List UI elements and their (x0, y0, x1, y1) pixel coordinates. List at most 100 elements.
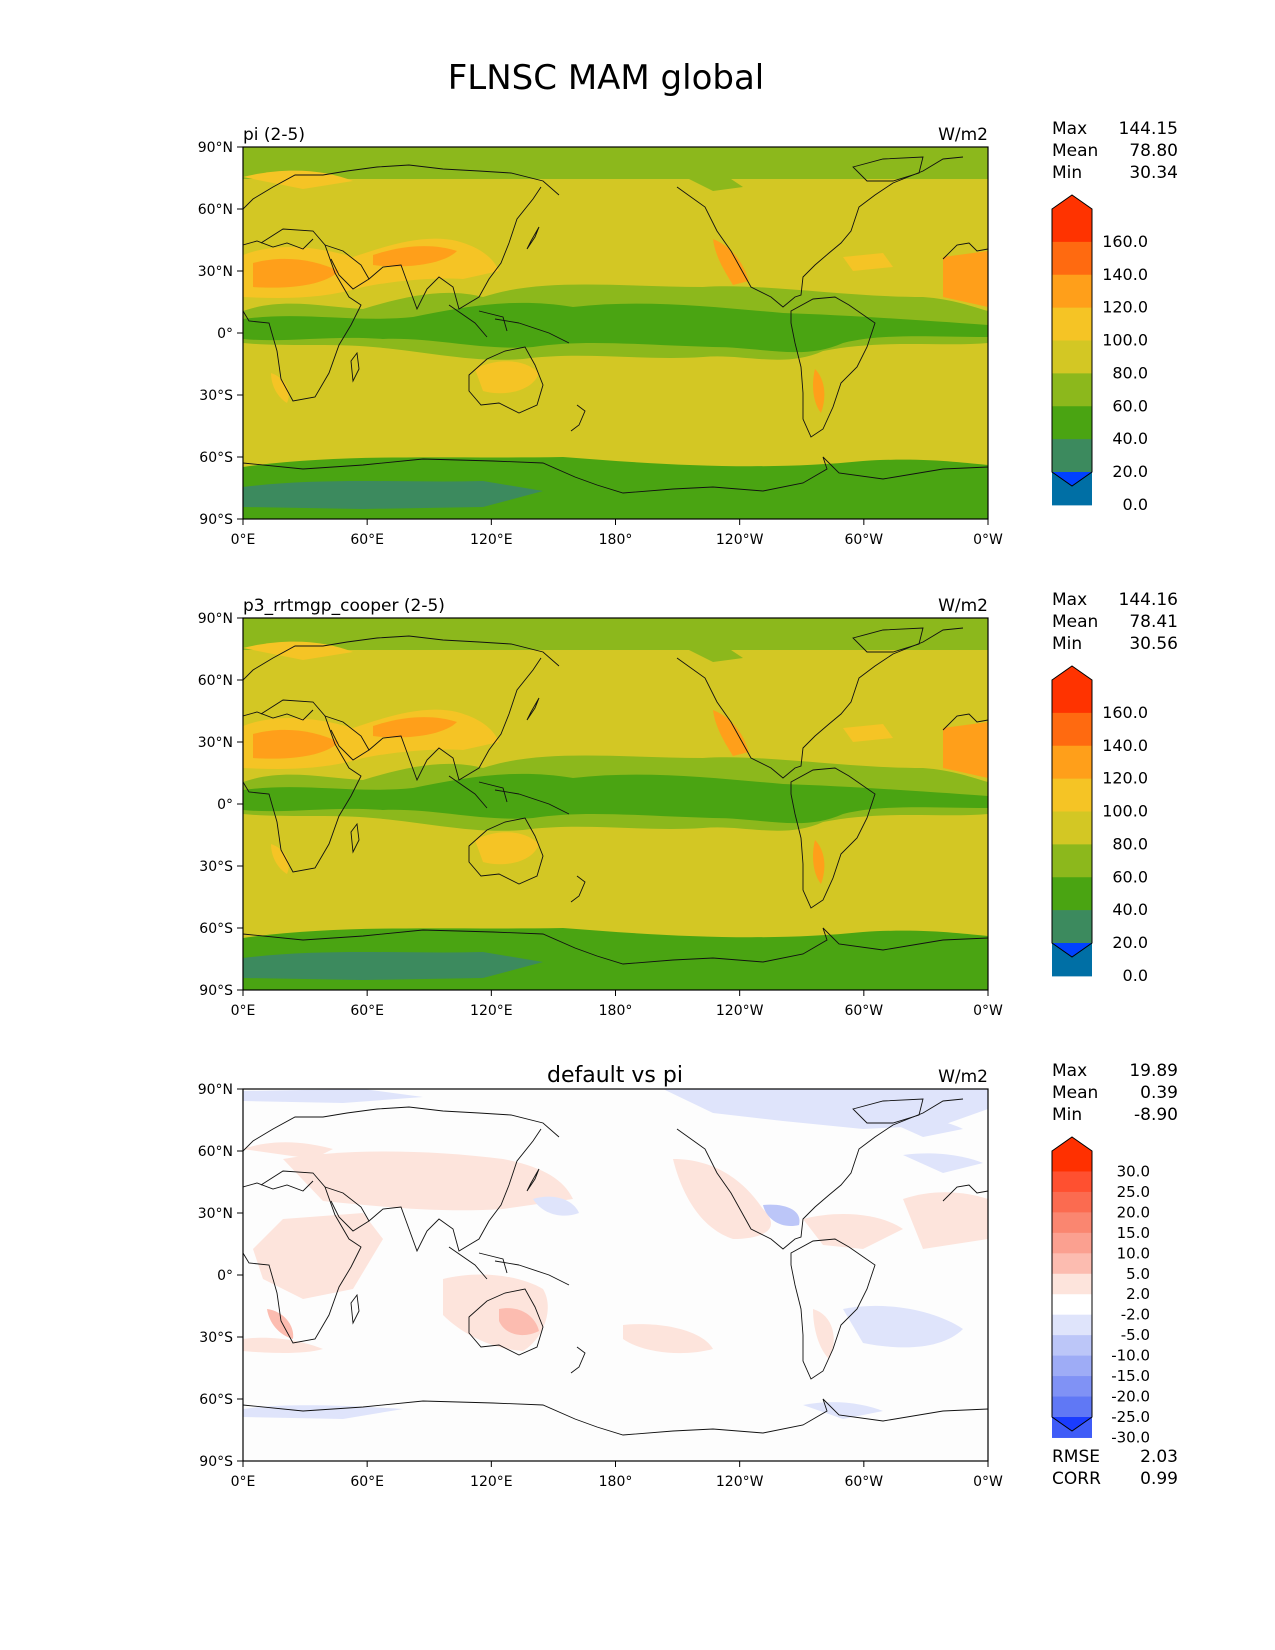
colorbar-bin (1052, 943, 1092, 957)
lon-tick-label: 0°E (231, 1003, 256, 1019)
panel-left-title: pi (2-5) (243, 125, 305, 145)
colorbar-label: 60.0 (1112, 867, 1148, 886)
lat-tick-label: 90°S (199, 1454, 233, 1470)
colorbar-bin (1052, 307, 1092, 341)
lat-tick-label: 0° (217, 797, 233, 813)
stat-min-value: -8.90 (1134, 1105, 1178, 1125)
stat-min-label: Min (1052, 634, 1082, 654)
colorbar-label: -30.0 (1111, 1428, 1150, 1446)
lon-tick-label: 120°E (470, 532, 513, 548)
lat-tick-label: 60°N (198, 673, 233, 689)
colorbar-label: 140.0 (1102, 265, 1148, 284)
lon-tick-label: 0°W (973, 532, 1003, 548)
lat-tick-label: 90°S (199, 983, 233, 999)
lon-tick-label: 120°W (716, 1003, 764, 1019)
colorbar-label: 120.0 (1102, 769, 1148, 788)
lon-tick-label: 60°E (350, 532, 384, 548)
lat-tick-label: 90°S (199, 512, 233, 528)
colorbar-bin (1052, 778, 1092, 812)
panel-units: W/m2 (938, 125, 988, 145)
stat-mean-value: 78.41 (1129, 612, 1178, 632)
lon-tick-label: 60°E (350, 1003, 384, 1019)
colorbar-label: 20.0 (1112, 933, 1148, 952)
colorbar-bin (1052, 712, 1092, 747)
lon-tick-label: 0°W (973, 1003, 1003, 1019)
colorbar-bin (1052, 680, 1092, 714)
lat-tick-label: 30°N (198, 735, 233, 751)
stat-mean-value: 78.80 (1129, 141, 1178, 161)
lon-axis: 0°E 60°E 120°E 180° 120°W 60°W 0°W (231, 519, 1003, 548)
colorbar-bin (1052, 745, 1092, 780)
lon-tick-label: 60°W (844, 1003, 883, 1019)
lon-axis: 0°E 60°E 120°E 180° 120°W 60°W 0°W (231, 990, 1003, 1019)
corr-label: CORR (1052, 1469, 1101, 1489)
colorbar-bin (1052, 439, 1092, 473)
panel-left-title: p3_rrtmgp_cooper (2-5) (243, 596, 445, 616)
colorbar-label: 2.0 (1126, 1285, 1150, 1303)
colorbar-bin (1052, 1253, 1092, 1275)
map-panel-3: 90°N 60°N 30°N 0° 30°S 60°S 90°S 0°E 60°E 120°E 1… (198, 1082, 1003, 1490)
colorbar-bin (1052, 1376, 1092, 1398)
colorbar: 30.0 25.0 20.0 15.0 10.0 5.0 2.0 -2.0 -5.0 -10.0 -… (1051, 1136, 1150, 1446)
lon-tick-label: 180° (599, 1003, 633, 1019)
lat-tick-label: 90°N (198, 1082, 233, 1098)
colorbar-bin (1052, 910, 1092, 944)
contour-field (243, 1089, 988, 1461)
colorbar-label: 40.0 (1112, 900, 1148, 919)
colorbar-bin (1052, 340, 1092, 374)
lon-tick-label: 180° (599, 1474, 633, 1490)
lon-tick-label: 120°E (470, 1474, 513, 1490)
colorbar-label: -25.0 (1111, 1408, 1150, 1426)
lat-tick-label: 30°S (199, 388, 233, 404)
lat-tick-label: 30°N (198, 264, 233, 280)
colorbar-bin (1052, 1335, 1092, 1357)
lon-tick-label: 120°W (716, 532, 764, 548)
lon-tick-label: 60°W (844, 1474, 883, 1490)
colorbar-label: 20.0 (1112, 462, 1148, 481)
stat-max-value: 19.89 (1129, 1061, 1178, 1081)
map-panel-2: 90°N 60°N 30°N 0° 30°S 60°S 90°S 0°E 60°E 120°E 1… (198, 611, 1003, 1019)
contour-field (243, 618, 988, 990)
colorbar-label: 100.0 (1102, 802, 1148, 821)
colorbar-label: 40.0 (1112, 429, 1148, 448)
colorbar-label: 140.0 (1102, 736, 1148, 755)
colorbar-label: 160.0 (1102, 232, 1148, 251)
colorbar-bin (1052, 1191, 1092, 1213)
colorbar-bin (1052, 209, 1092, 243)
lon-axis: 0°E 60°E 120°E 180° 120°W 60°W 0°W (231, 1461, 1003, 1490)
stat-min-value: 30.56 (1129, 634, 1178, 654)
colorbar-label: -20.0 (1111, 1388, 1150, 1406)
panel-units: W/m2 (938, 596, 988, 616)
lat-tick-label: 60°S (199, 450, 233, 466)
corr-value: 0.99 (1140, 1469, 1178, 1489)
lat-tick-label: 0° (217, 1268, 233, 1284)
colorbar-bin (1052, 1212, 1092, 1234)
colorbar-bin (1052, 1417, 1092, 1431)
colorbar-bin (1052, 1314, 1092, 1336)
stat-max-label: Max (1052, 590, 1087, 610)
colorbar-label: 160.0 (1102, 703, 1148, 722)
lon-tick-label: 60°E (350, 1474, 384, 1490)
lon-tick-label: 0°E (231, 1474, 256, 1490)
stat-min-label: Min (1052, 1105, 1082, 1125)
colorbar-label: 5.0 (1126, 1265, 1150, 1283)
colorbar-label: 15.0 (1117, 1224, 1150, 1242)
colorbar-label: 100.0 (1102, 331, 1148, 350)
stat-max-value: 144.16 (1119, 590, 1178, 610)
lon-tick-label: 120°E (470, 1003, 513, 1019)
lat-axis: 90°N 60°N 30°N 0° 30°S 60°S 90°S (198, 1082, 243, 1470)
colorbar-label: 30.0 (1117, 1162, 1150, 1180)
colorbar-label: -2.0 (1121, 1306, 1150, 1324)
lat-tick-label: 60°N (198, 1144, 233, 1160)
colorbar-bin (1052, 241, 1092, 276)
stat-mean-label: Mean (1052, 1083, 1098, 1103)
colorbar-label: 10.0 (1117, 1244, 1150, 1262)
panel-units: W/m2 (938, 1067, 988, 1087)
lat-tick-label: 60°N (198, 202, 233, 218)
stat-mean-label: Mean (1052, 141, 1098, 161)
colorbar-bin (1052, 811, 1092, 845)
colorbar-bin (1052, 844, 1092, 878)
lon-tick-label: 0°W (973, 1474, 1003, 1490)
stat-max-label: Max (1052, 119, 1087, 139)
